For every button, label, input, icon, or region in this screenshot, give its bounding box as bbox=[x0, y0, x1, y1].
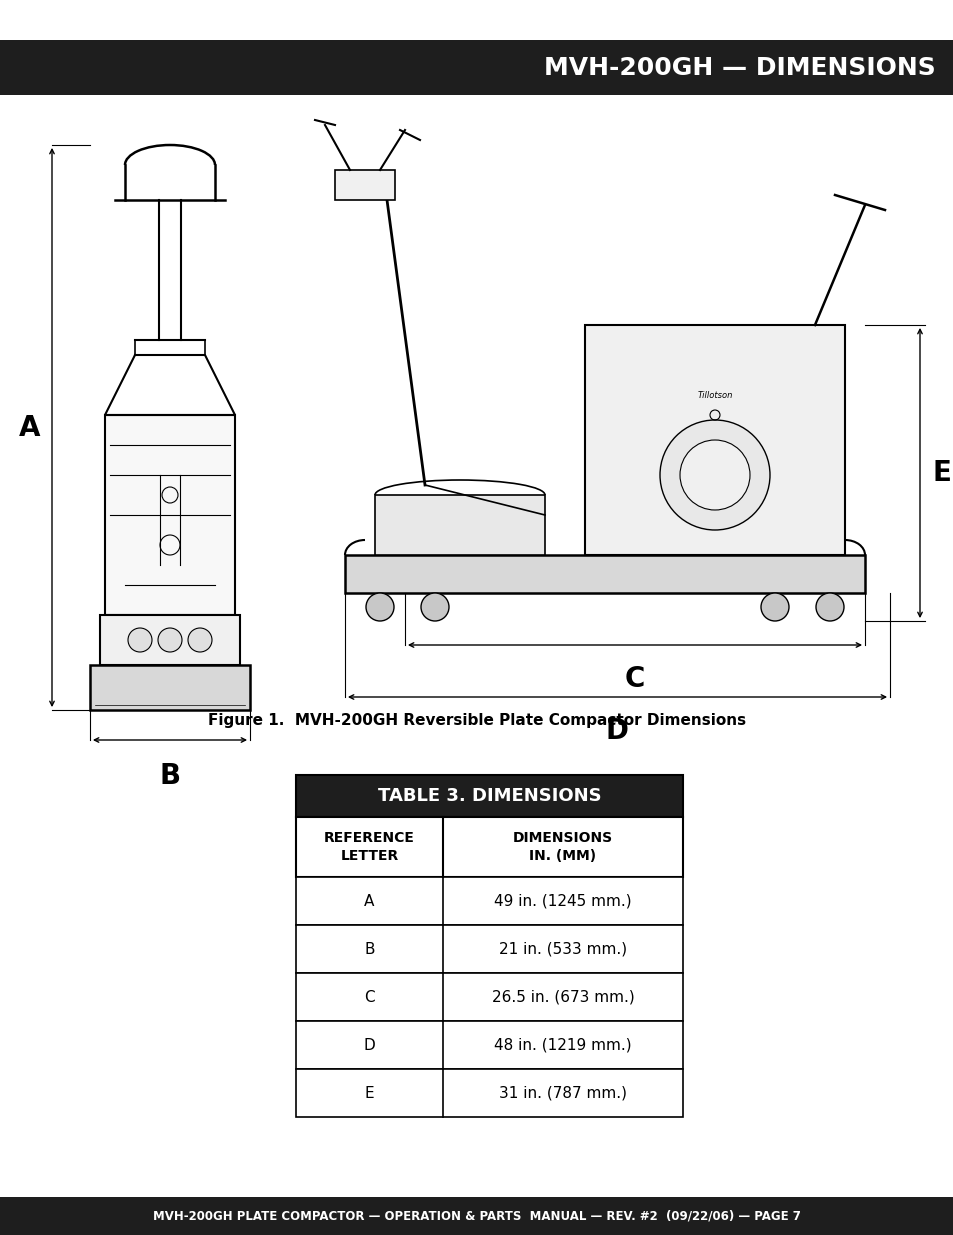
Circle shape bbox=[420, 593, 449, 621]
Circle shape bbox=[679, 440, 749, 510]
Bar bbox=[375, 495, 544, 555]
Bar bbox=[584, 325, 844, 555]
Bar bbox=[295, 776, 682, 818]
Text: E: E bbox=[932, 459, 950, 487]
Text: 49 in. (1245 mm.): 49 in. (1245 mm.) bbox=[494, 893, 631, 909]
Circle shape bbox=[158, 629, 182, 652]
Bar bbox=[295, 925, 682, 973]
Text: 48 in. (1219 mm.): 48 in. (1219 mm.) bbox=[494, 1037, 631, 1052]
Text: DIMENSIONS
IN. (MM): DIMENSIONS IN. (MM) bbox=[513, 831, 613, 863]
Text: Tillotson: Tillotson bbox=[697, 390, 732, 399]
Text: MVH-200GH — DIMENSIONS: MVH-200GH — DIMENSIONS bbox=[543, 56, 935, 79]
Bar bbox=[0, 40, 953, 95]
Bar bbox=[295, 1070, 682, 1116]
Circle shape bbox=[659, 420, 769, 530]
Circle shape bbox=[366, 593, 394, 621]
Bar bbox=[295, 877, 682, 925]
Text: E: E bbox=[364, 1086, 374, 1100]
Bar bbox=[0, 1197, 953, 1235]
Text: D: D bbox=[363, 1037, 375, 1052]
Text: 26.5 in. (673 mm.): 26.5 in. (673 mm.) bbox=[491, 989, 634, 1004]
Bar bbox=[295, 973, 682, 1021]
Bar bbox=[90, 664, 250, 710]
Text: TABLE 3. DIMENSIONS: TABLE 3. DIMENSIONS bbox=[377, 787, 600, 805]
Text: B: B bbox=[159, 762, 180, 790]
Text: A: A bbox=[19, 414, 41, 441]
Circle shape bbox=[188, 629, 212, 652]
Bar bbox=[295, 818, 682, 877]
Circle shape bbox=[760, 593, 788, 621]
Bar bbox=[345, 555, 864, 593]
Text: 21 in. (533 mm.): 21 in. (533 mm.) bbox=[498, 941, 626, 956]
Bar bbox=[105, 415, 234, 615]
Text: C: C bbox=[624, 664, 644, 693]
Text: MVH-200GH PLATE COMPACTOR — OPERATION & PARTS  MANUAL — REV. #2  (09/22/06) — PA: MVH-200GH PLATE COMPACTOR — OPERATION & … bbox=[152, 1209, 801, 1223]
Bar bbox=[100, 615, 240, 664]
Text: REFERENCE
LETTER: REFERENCE LETTER bbox=[324, 831, 415, 863]
Text: C: C bbox=[364, 989, 375, 1004]
Text: B: B bbox=[364, 941, 375, 956]
Text: A: A bbox=[364, 893, 375, 909]
Bar bbox=[295, 1021, 682, 1070]
Circle shape bbox=[815, 593, 843, 621]
Bar bbox=[335, 170, 395, 200]
Text: Figure 1.  MVH-200GH Reversible Plate Compactor Dimensions: Figure 1. MVH-200GH Reversible Plate Com… bbox=[208, 713, 745, 727]
Circle shape bbox=[128, 629, 152, 652]
Text: 31 in. (787 mm.): 31 in. (787 mm.) bbox=[498, 1086, 626, 1100]
Text: D: D bbox=[605, 718, 628, 745]
